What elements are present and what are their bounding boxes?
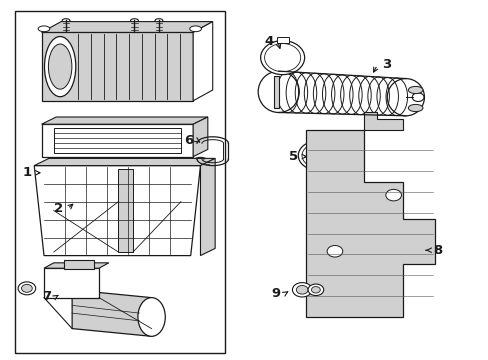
Polygon shape (305, 130, 434, 317)
Bar (276, 37, 288, 43)
Ellipse shape (298, 141, 335, 170)
Ellipse shape (386, 78, 424, 116)
Ellipse shape (407, 86, 422, 94)
Bar (311, 138, 321, 143)
Polygon shape (72, 290, 151, 336)
Ellipse shape (18, 282, 36, 295)
Bar (63, 260, 94, 269)
Ellipse shape (326, 246, 342, 257)
Ellipse shape (44, 36, 76, 97)
Polygon shape (193, 117, 207, 157)
Polygon shape (44, 263, 108, 268)
Ellipse shape (138, 298, 165, 336)
Ellipse shape (311, 287, 320, 293)
Bar (41, 124, 193, 157)
Ellipse shape (307, 284, 323, 296)
Text: 7: 7 (42, 291, 51, 303)
Ellipse shape (48, 44, 72, 89)
Ellipse shape (191, 157, 209, 170)
Text: 6: 6 (183, 134, 192, 147)
Bar (41, 32, 193, 101)
Ellipse shape (189, 26, 201, 32)
Ellipse shape (195, 160, 205, 168)
Text: 1: 1 (22, 166, 31, 179)
Ellipse shape (21, 284, 32, 292)
Bar (118, 169, 133, 252)
Ellipse shape (38, 26, 50, 32)
Ellipse shape (411, 93, 423, 102)
Ellipse shape (296, 285, 307, 294)
Text: 3: 3 (381, 58, 390, 71)
Polygon shape (34, 158, 215, 166)
Bar (44, 268, 99, 298)
Polygon shape (41, 22, 212, 32)
Polygon shape (200, 158, 215, 256)
Text: 5: 5 (288, 150, 297, 163)
Polygon shape (193, 22, 212, 101)
Text: 8: 8 (432, 244, 441, 257)
Text: 2: 2 (54, 202, 63, 215)
Ellipse shape (292, 283, 311, 297)
Polygon shape (363, 112, 402, 130)
Ellipse shape (258, 71, 299, 112)
Bar (15, 11, 224, 353)
Ellipse shape (260, 41, 304, 75)
Text: 4: 4 (264, 35, 273, 48)
Polygon shape (41, 117, 207, 124)
Ellipse shape (407, 104, 422, 112)
Bar (273, 76, 278, 108)
Bar (54, 128, 181, 153)
Polygon shape (34, 166, 200, 256)
Ellipse shape (385, 189, 401, 201)
Text: 9: 9 (271, 287, 280, 300)
